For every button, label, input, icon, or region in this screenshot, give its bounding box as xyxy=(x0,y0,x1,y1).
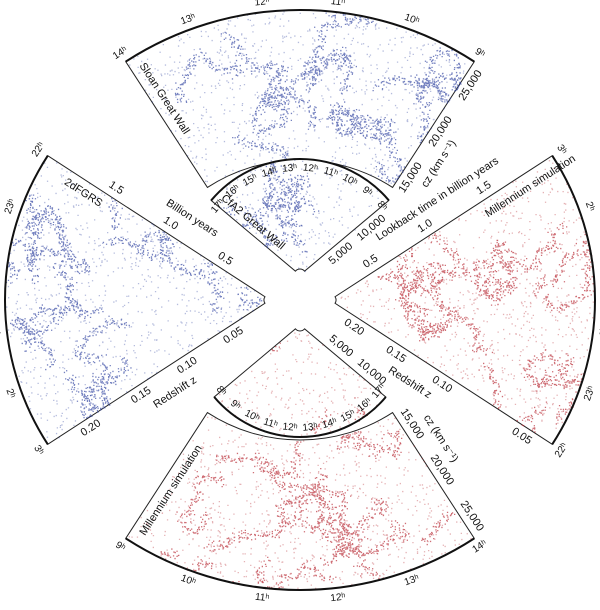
galaxy-filaments xyxy=(223,162,320,253)
hour-label: 12ʰ xyxy=(282,421,298,433)
hour-label: 1ʰ xyxy=(0,326,2,337)
hour-label: 11ʰ xyxy=(254,592,270,605)
hour-label: 12ʰ xyxy=(302,162,318,174)
axis-title: Redshift z xyxy=(151,374,199,411)
hour-label: 23ʰ xyxy=(582,384,597,402)
hour-label: 2ʰ xyxy=(583,200,597,213)
hour-label: 0ʰ xyxy=(0,263,2,274)
galaxy-field xyxy=(340,160,594,429)
hour-label: 11ʰ xyxy=(262,416,279,431)
hour-label: 0ʰ xyxy=(598,326,600,337)
time-tick-label: 1.5 xyxy=(474,179,493,197)
time-tick-label: 1.5 xyxy=(106,179,125,197)
outer-arc xyxy=(551,155,596,445)
outer-arc xyxy=(4,155,49,445)
hour-label: 10ʰ xyxy=(179,573,197,588)
hour-label: 13ʰ xyxy=(403,573,421,588)
outer-arc xyxy=(125,9,475,63)
hour-label: 11ʰ xyxy=(322,165,339,180)
galaxy-filaments xyxy=(174,12,462,183)
galaxy-filaments xyxy=(377,222,595,433)
outer-arc xyxy=(125,537,475,591)
hour-label: 14ʰ xyxy=(111,45,130,62)
outer-arc xyxy=(210,158,390,202)
hour-label: 3ʰ xyxy=(31,443,45,457)
hour-label: 9ʰ xyxy=(473,46,487,60)
hour-label: 12ʰ xyxy=(330,592,346,605)
hour-label: 2ʰ xyxy=(3,387,17,400)
outer-arc xyxy=(213,396,387,438)
time-tick-label: 1.0 xyxy=(415,217,434,235)
axis-title: Redshift z xyxy=(386,364,434,401)
hour-label: 13ʰ xyxy=(179,12,197,27)
hour-label: 12ʰ xyxy=(254,0,270,9)
hour-label: 22ʰ xyxy=(30,140,47,159)
hour-label: 13ʰ xyxy=(302,421,318,433)
hour-label: 22ʰ xyxy=(553,441,570,460)
time-tick-label: 0.5 xyxy=(215,250,234,268)
time-tick-label: 1.0 xyxy=(161,214,180,232)
hour-label: 1ʰ xyxy=(598,263,600,274)
galaxy-filaments xyxy=(5,194,263,419)
hour-label: 9ʰ xyxy=(113,540,127,554)
hour-label: 11ʰ xyxy=(330,0,346,9)
hour-label: 23ʰ xyxy=(3,198,18,216)
hour-label: 14ʰ xyxy=(261,165,279,180)
hour-label: 13ʰ xyxy=(282,162,298,174)
time-tick-label: 0.5 xyxy=(361,252,380,270)
hour-label: 14ʰ xyxy=(321,416,339,431)
hour-label: 14ʰ xyxy=(471,538,490,555)
hour-label: 10ʰ xyxy=(403,12,421,27)
